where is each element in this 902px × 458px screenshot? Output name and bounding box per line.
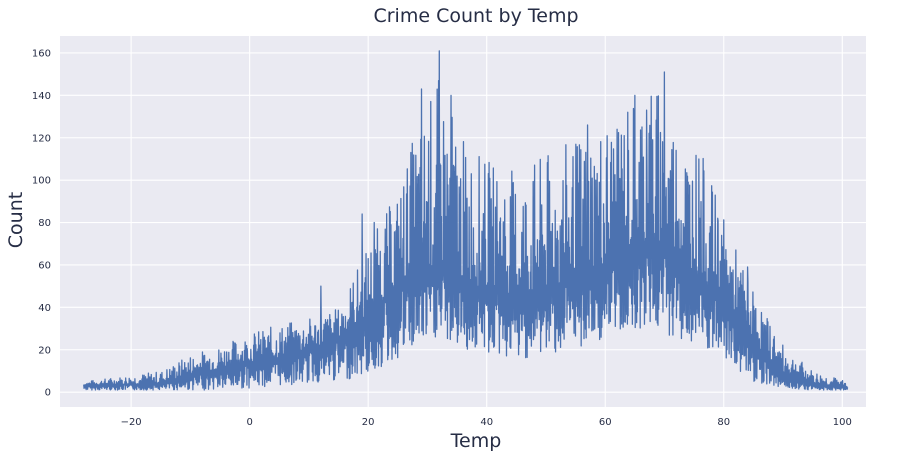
- series-layer: [83, 50, 849, 391]
- y-tick-label: 40: [38, 303, 51, 314]
- y-tick-label: 140: [32, 91, 51, 102]
- x-tick-label: −20: [121, 417, 142, 428]
- x-tick-label: 80: [717, 417, 730, 428]
- chart-title: Crime Count by Temp: [373, 5, 578, 27]
- x-tick-label: 60: [599, 417, 612, 428]
- x-tick-label: 0: [246, 417, 252, 428]
- y-tick-label: 20: [38, 345, 51, 356]
- x-axis-label: Temp: [450, 430, 502, 452]
- y-tick-labels: 0 20 40 60 80 100 120 140 160: [32, 48, 51, 398]
- y-tick-label: 80: [38, 218, 51, 229]
- x-tick-labels: −20 0 20 40 60 80 100: [121, 417, 852, 428]
- y-axis-label: Count: [5, 192, 27, 248]
- y-tick-label: 0: [45, 388, 51, 399]
- y-tick-label: 100: [32, 176, 51, 187]
- x-tick-label: 20: [362, 417, 375, 428]
- x-tick-label: 40: [480, 417, 493, 428]
- y-tick-label: 60: [38, 260, 51, 271]
- series-line: [83, 50, 849, 391]
- x-tick-label: 100: [833, 417, 852, 428]
- y-tick-label: 160: [32, 48, 51, 59]
- y-tick-label: 120: [32, 133, 51, 144]
